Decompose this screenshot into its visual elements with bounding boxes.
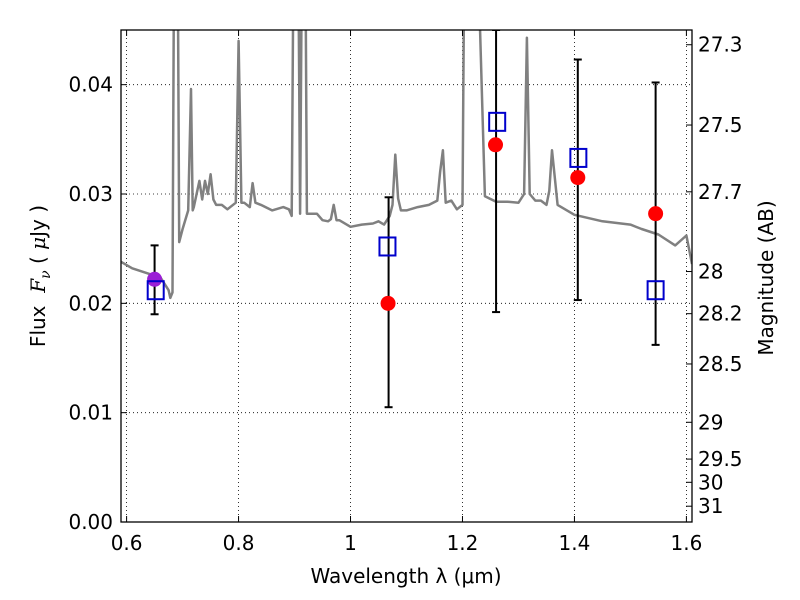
y-tick-label: 0.00 xyxy=(68,510,113,534)
y2-tick-label: 28.5 xyxy=(698,352,743,376)
y-tick-label: 0.04 xyxy=(68,73,113,97)
plot-frame xyxy=(120,29,693,523)
x-tick-label: 1.2 xyxy=(447,531,479,555)
model-flux-square xyxy=(488,111,507,132)
observed-flux-point xyxy=(648,206,664,222)
y-tick-label: 0.02 xyxy=(68,291,113,315)
observed-flux-point xyxy=(380,295,396,311)
y-axis-label: Flux Fν ( μJy ) xyxy=(26,205,54,347)
x-tick-label: 1 xyxy=(344,531,357,555)
model-flux-square xyxy=(146,280,165,301)
right-axis-label: Magnitude (AB) xyxy=(754,200,778,355)
model-flux-square xyxy=(569,147,588,168)
observed-flux-point xyxy=(488,137,504,153)
plot-background xyxy=(121,30,692,522)
x-tick-label: 0.6 xyxy=(111,531,143,555)
spectrum-layer xyxy=(121,30,692,300)
y2-tick-label: 30 xyxy=(698,470,723,494)
x-tick-label: 1.6 xyxy=(670,531,702,555)
model-flux-square xyxy=(378,236,397,257)
y-tick-label: 0.03 xyxy=(68,182,113,206)
x-tick-label: 1.4 xyxy=(559,531,591,555)
marks-layer xyxy=(146,30,665,409)
x-tick-label: 0.8 xyxy=(223,531,255,555)
y2-tick-label: 27.5 xyxy=(698,113,743,137)
model-spectrum-line xyxy=(121,30,692,300)
y2-tick-label: 27.3 xyxy=(698,33,743,57)
y2-tick-label: 28 xyxy=(698,260,723,284)
y2-tick-label: 31 xyxy=(698,494,723,518)
y2-tick-label: 27.7 xyxy=(698,180,743,204)
y-tick-label: 0.01 xyxy=(68,401,113,425)
x-axis-label: Wavelength λ (μm) xyxy=(310,564,501,588)
observed-flux-point xyxy=(570,170,586,186)
axis-ticks: 0.6 0.8 1 1.2 1.4 1.6 0.00 0.01 0.02 0.03 0.04 27.3… xyxy=(68,30,743,555)
y2-tick-label: 29 xyxy=(698,410,723,434)
observed-flux-point xyxy=(147,271,163,287)
y2-tick-label: 28.2 xyxy=(698,302,743,326)
y2-tick-label: 29.5 xyxy=(698,447,743,471)
model-flux-square xyxy=(646,280,665,301)
